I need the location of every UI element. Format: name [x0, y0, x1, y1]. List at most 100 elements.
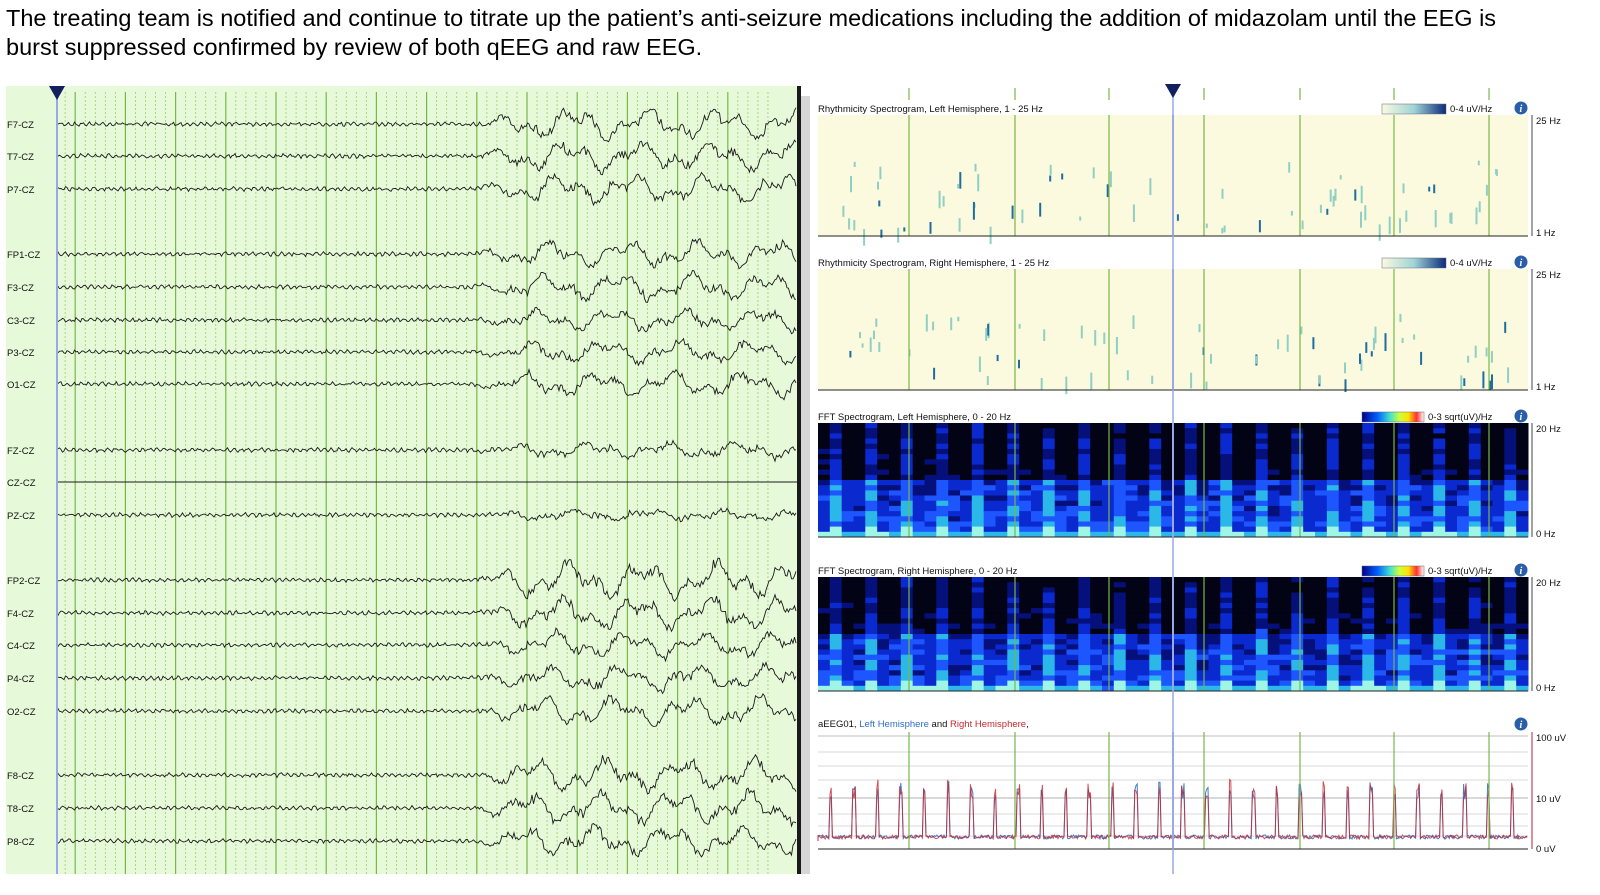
spectrogram-cell: [1125, 500, 1138, 507]
info-icon[interactable]: [1514, 563, 1528, 577]
spectrogram-cell: [1468, 649, 1482, 656]
info-icon[interactable]: [1514, 101, 1528, 115]
spectrogram-cell: [1102, 592, 1115, 599]
raw-eeg-traces[interactable]: F7-CZT7-CZP7-CZFP1-CZF3-CZC3-CZP3-CZO1-C…: [0, 84, 812, 890]
spectrogram-cell: [1054, 521, 1067, 528]
spectrogram-cell: [1386, 634, 1399, 640]
spectrogram-cell: [865, 597, 878, 604]
spectrogram-cell: [948, 448, 961, 455]
spectrogram-cell: [971, 613, 985, 619]
spectrogram-cell: [1090, 602, 1103, 609]
spectrogram-cell: [1054, 680, 1067, 687]
spectrogram-cell: [1232, 587, 1245, 594]
qeeg-trends[interactable]: Rhythmicity Spectrogram, Left Hemisphere…: [812, 84, 1600, 890]
spectrogram-cell: [1421, 670, 1434, 676]
spectrogram-cell: [1007, 685, 1020, 692]
spectrogram-cell: [1409, 531, 1422, 538]
spectrogram-cell: [1173, 505, 1186, 512]
spectrogram-cell: [1374, 480, 1387, 486]
spectrogram-cell: [1125, 531, 1138, 538]
spectrogram-cell: [1457, 685, 1470, 692]
rhythmicity-mark: [933, 367, 936, 380]
spectrogram-cell: [912, 423, 925, 429]
spectrogram-cell: [1457, 516, 1470, 522]
spectrogram-cell: [1516, 634, 1529, 640]
spectrogram-cell: [1421, 665, 1434, 671]
spectrogram-cell: [1054, 644, 1067, 651]
spectrogram-cell: [1374, 639, 1387, 645]
spectrogram-cell: [936, 495, 949, 502]
spectrogram-cell: [1457, 511, 1470, 517]
spectrogram-cell: [1113, 469, 1127, 476]
info-icon[interactable]: [1514, 717, 1528, 731]
spectrogram-cell: [1184, 608, 1198, 614]
spectrogram-cell: [1149, 474, 1162, 481]
spectrogram-cell: [1007, 490, 1020, 497]
spectrogram-cell: [1078, 577, 1091, 583]
rhythmicity-mark: [925, 314, 928, 332]
spectrogram-cell: [936, 675, 949, 682]
spectrogram-cell: [889, 459, 902, 465]
spectrogram-cell: [1149, 608, 1162, 614]
spectrogram-cell: [1492, 680, 1505, 687]
spectrogram-cell: [865, 485, 878, 491]
qeeg-trend-panel[interactable]: Rhythmicity Spectrogram, Left Hemisphere…: [812, 84, 1600, 890]
spectrogram-cell: [1315, 511, 1328, 517]
spectrogram-cell: [841, 675, 854, 682]
spectrogram-cell: [889, 511, 902, 517]
spectrogram-cell: [1031, 587, 1044, 594]
info-icon[interactable]: [1514, 255, 1528, 269]
spectrogram-cell: [1303, 680, 1316, 687]
spectrogram-cell: [1338, 485, 1351, 491]
spectrogram-cell: [1161, 685, 1174, 692]
spectrogram-cell: [1457, 443, 1470, 450]
spectrogram-cell: [1220, 464, 1233, 471]
raw-eeg-panel[interactable]: F7-CZ T7-CZ P7-CZ FP1-CZ F3-CZ C3-CZ P3-CZ O1-C…: [0, 84, 812, 890]
spectrogram-cell: [1184, 485, 1198, 491]
spectrogram-cell: [1208, 490, 1221, 497]
spectrogram-cell: [1397, 454, 1411, 460]
spectrogram-cell: [1433, 592, 1446, 599]
spectrogram-cell: [1350, 592, 1363, 599]
spectrogram-cell: [1113, 644, 1127, 651]
spectrogram-cell: [1196, 634, 1209, 640]
rhythmicity-mark: [1079, 216, 1082, 221]
spectrogram-cell: [1386, 654, 1399, 661]
spectrogram-cell: [1255, 531, 1269, 538]
spectrogram-cell: [1362, 685, 1375, 692]
spectrogram-cell: [865, 443, 878, 450]
panel-splitter[interactable]: [801, 96, 810, 874]
spectrogram-cell: [1090, 443, 1103, 450]
spectrogram-cell: [948, 634, 961, 640]
trend-cursor-marker[interactable]: [1165, 84, 1181, 98]
spectrogram-cell: [900, 521, 914, 528]
spectrogram-cell: [960, 531, 973, 538]
spectrogram-cell: [1291, 680, 1304, 687]
spectrogram-cell: [1421, 685, 1434, 692]
spectrogram-cell: [1445, 654, 1458, 661]
spectrogram-cell: [912, 654, 925, 661]
spectrogram-cell: [1125, 577, 1138, 583]
spectrogram-cell: [1255, 495, 1269, 502]
spectrogram-cell: [971, 480, 985, 486]
eeg-cursor-marker[interactable]: [49, 86, 65, 100]
spectrogram-cell: [1386, 623, 1399, 630]
spectrogram-cell: [1457, 500, 1470, 507]
spectrogram-cell: [1137, 454, 1150, 460]
spectrogram-cell: [948, 433, 961, 440]
rhythmicity-mark: [996, 354, 999, 362]
spectrogram-cell: [1042, 587, 1056, 594]
spectrogram-cell: [841, 582, 854, 588]
info-icon[interactable]: [1514, 409, 1528, 423]
spectrogram-cell: [983, 623, 996, 630]
spectrogram-cell: [877, 623, 890, 630]
spectrogram-cell: [1468, 438, 1482, 445]
spectrogram-cell: [1315, 597, 1328, 604]
scale-bar: [1381, 257, 1447, 269]
spectrogram-cell: [841, 597, 854, 604]
spectrogram-cell: [1516, 675, 1529, 682]
spectrogram-cell: [1291, 495, 1304, 502]
spectrogram-cell: [924, 654, 937, 661]
spectrogram-cell: [1255, 428, 1269, 434]
spectrogram-cell: [841, 665, 854, 671]
